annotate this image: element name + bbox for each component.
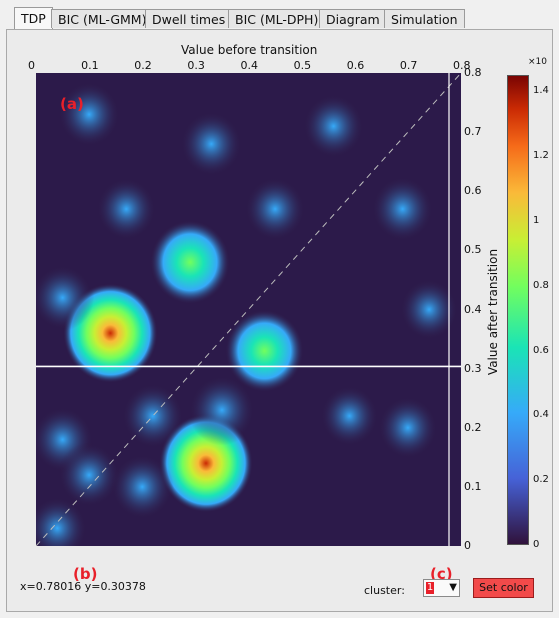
x-tick-label: 0.7 [399, 59, 418, 72]
tdp-plot[interactable] [36, 73, 461, 546]
heatmap-peak [244, 176, 307, 242]
x-tick-label: 0.1 [81, 59, 99, 72]
heatmap-peak [57, 81, 121, 148]
heatmap-peak [377, 395, 439, 460]
x-tick-label: 0.6 [346, 59, 365, 72]
x-tick-label: 0.3 [187, 59, 205, 72]
x-tick-label: 0.2 [134, 59, 152, 72]
colorbar-tick-label: 0.4 [533, 409, 549, 421]
cluster-select[interactable]: 1 ▼ [423, 579, 460, 597]
colorbar-exponent: ×10 [528, 57, 547, 67]
heatmap-peak [121, 382, 185, 450]
heatmap-peak [110, 453, 174, 521]
x-tick-label: 0.5 [293, 59, 312, 72]
y-tick-label: 0.6 [464, 184, 482, 198]
tab-tdp[interactable]: TDP [14, 7, 53, 30]
annotation-a: (a) [60, 95, 84, 113]
cluster-color-swatch: 1 [426, 582, 434, 594]
colorbar-tick-label: 0.6 [533, 344, 549, 356]
x-axis-title: Value before transition [181, 43, 318, 57]
colorbar [507, 75, 529, 545]
diagonal-line [36, 73, 461, 546]
heatmap-peak [36, 496, 88, 546]
colorbar-tick-label: 0 [533, 539, 540, 550]
heatmap-peak [179, 110, 243, 178]
tab-bar: TDP BIC (ML-GMM) Dwell times BIC (ML-DPH… [0, 0, 559, 30]
tab-dwell-times[interactable]: Dwell times [145, 9, 233, 28]
annotation-c: (c) [430, 565, 453, 583]
colorbar-tick-label: 1.4 [533, 85, 549, 97]
heatmap-peak [149, 219, 231, 305]
x-tick-label: 0.8 [453, 59, 471, 72]
colorbar-tick-label: 0.2 [533, 474, 549, 486]
annotation-b: (b) [73, 565, 98, 583]
heatmap-peak [224, 309, 305, 393]
heatmap-peak [319, 384, 380, 448]
y-tick-label: 0.2 [464, 420, 482, 434]
y-axis-title: Value after transition [486, 248, 501, 376]
y-tick-label: 0.4 [464, 302, 482, 316]
tab-bic-ml-gmm[interactable]: BIC (ML-GMM) [51, 9, 154, 28]
heatmap-peak [36, 264, 95, 331]
colorbar-tick-label: 1 [533, 214, 540, 226]
x-tick-label: 0 [28, 59, 35, 72]
set-color-button[interactable]: Set color [473, 578, 534, 598]
cursor-coordinates: x=0.78016 y=0.30378 [20, 580, 146, 593]
colorbar-tick-label: 0.8 [533, 279, 549, 291]
heatmap-peak [370, 175, 435, 243]
y-tick-label: 0 [464, 539, 471, 552]
chevron-down-icon: ▼ [449, 582, 457, 593]
tab-simulation[interactable]: Simulation [384, 9, 465, 28]
heatmap-peak [57, 442, 121, 508]
cluster-label: cluster: [364, 584, 405, 597]
colorbar-tick-label: 1.2 [533, 150, 549, 162]
tab-bic-ml-dph[interactable]: BIC (ML-DPH) [228, 9, 326, 28]
y-tick-label: 0.1 [464, 479, 482, 493]
tab-diagram[interactable]: Diagram [319, 9, 387, 28]
y-tick-label: 0.3 [464, 361, 482, 375]
heatmap-peak [188, 374, 256, 446]
y-tick-label: 0.5 [464, 243, 482, 257]
heatmap-peak [399, 278, 459, 341]
y-tick-label: 0.7 [464, 125, 482, 139]
y-tick-label: 0.8 [464, 66, 482, 79]
heatmap-peak [95, 177, 157, 241]
x-tick-label: 0.4 [240, 59, 259, 72]
tdp-heatmap[interactable] [36, 73, 461, 546]
heatmap-peak [302, 93, 365, 159]
